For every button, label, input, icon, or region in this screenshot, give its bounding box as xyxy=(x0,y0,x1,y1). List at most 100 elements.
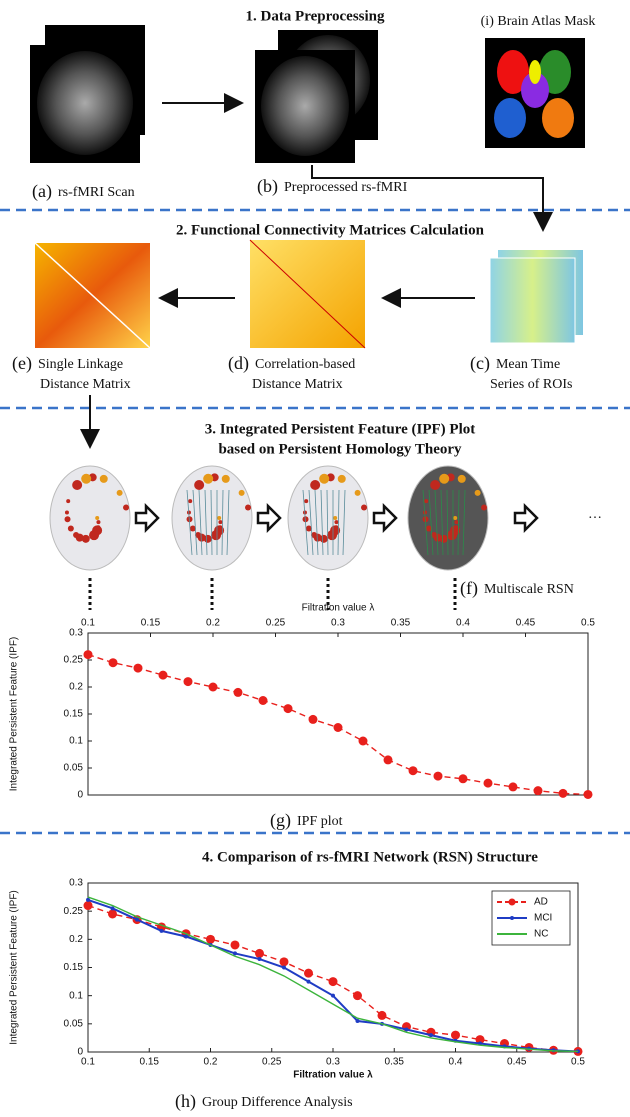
brain-edge xyxy=(457,489,460,556)
panel-text: Correlation-based xyxy=(255,357,355,372)
brain-node xyxy=(333,516,338,520)
panel-text: Distance Matrix xyxy=(40,377,131,392)
data-point xyxy=(377,1010,387,1020)
section-title: 1. Data Preprocessing xyxy=(245,8,385,24)
brain-node xyxy=(457,474,466,483)
brain-node xyxy=(319,534,328,543)
brain-node xyxy=(116,489,123,496)
data-point xyxy=(184,934,188,939)
brain-node xyxy=(95,516,100,520)
brain-node xyxy=(304,499,309,504)
data-point xyxy=(306,979,311,984)
brain-node xyxy=(197,533,206,542)
brain-node xyxy=(96,520,101,525)
brain-node xyxy=(81,473,92,484)
arrow xyxy=(372,502,398,534)
data-point xyxy=(255,948,264,958)
brain-node xyxy=(313,533,322,542)
panel-text: Preprocessed rs-fMRI xyxy=(284,180,408,195)
panel-tag: (f) xyxy=(460,578,478,599)
data-point xyxy=(283,704,293,714)
atlas-region xyxy=(494,98,526,138)
panel-label: (f) Multiscale RSN xyxy=(460,578,574,599)
y-tick-label: 0.2 xyxy=(69,682,83,693)
panel-label: (i) Brain Atlas Mask xyxy=(481,14,596,29)
data-point xyxy=(158,670,168,680)
plot-frame xyxy=(87,632,589,796)
y-tick-label: 0.15 xyxy=(64,709,84,720)
brain-node xyxy=(454,525,459,530)
brain-node xyxy=(72,479,83,490)
y-tick-label: 0.1 xyxy=(69,990,83,1001)
brain-edge xyxy=(204,489,208,556)
data-point xyxy=(206,934,215,944)
brain-edge xyxy=(434,489,439,556)
brain-node xyxy=(424,499,429,504)
brain-node xyxy=(454,520,459,525)
y-tick-label: 0.05 xyxy=(64,763,84,774)
x-axis-label: Filtration value λ xyxy=(302,603,375,614)
brain-node xyxy=(474,489,481,496)
matrix-diagonal xyxy=(34,242,151,349)
brain-node xyxy=(238,489,245,496)
legend-label: MCI xyxy=(534,913,552,924)
panel-tag: (a) xyxy=(32,181,52,202)
brain-node xyxy=(96,525,101,530)
data-point xyxy=(135,917,139,922)
panel-text: Single Linkage xyxy=(38,357,123,372)
data-point xyxy=(583,789,593,799)
brain-node xyxy=(327,530,338,541)
brain-node xyxy=(481,504,488,511)
section-title: 3. Integrated Persistent Feature (IPF) P… xyxy=(205,421,475,437)
data-point xyxy=(230,940,240,950)
arrow xyxy=(256,502,282,534)
panel-label: (b) Preprocessed rs-fMRI xyxy=(257,176,408,197)
data-point xyxy=(282,965,286,970)
legend-label: AD xyxy=(534,897,548,908)
data-point xyxy=(558,788,568,798)
x-tick-label: 0.2 xyxy=(204,1057,218,1068)
brain-outline xyxy=(407,465,489,571)
brain-outline xyxy=(49,465,131,571)
brain-edge xyxy=(210,489,213,556)
data-point xyxy=(108,909,117,919)
y-tick-label: 0.2 xyxy=(69,934,83,945)
x-tick-label: 0.45 xyxy=(516,618,536,629)
brain-node xyxy=(189,525,196,532)
data-point xyxy=(508,782,518,792)
brain-edge xyxy=(198,489,203,556)
panel-text: Series of ROIs xyxy=(490,377,572,392)
data-point xyxy=(328,977,338,987)
brain-node xyxy=(75,533,84,542)
panel-label: (e) Single Linkage xyxy=(12,353,123,374)
y-tick-label: 0.05 xyxy=(64,1018,84,1029)
brain-node xyxy=(123,504,130,511)
brain-node xyxy=(245,504,252,511)
x-tick-label: 0.15 xyxy=(141,618,161,629)
brain-node xyxy=(194,479,205,490)
brain-network-row xyxy=(49,465,539,610)
arrow xyxy=(134,502,160,534)
atlas-region xyxy=(542,98,574,138)
data-point xyxy=(331,993,335,998)
brain-node xyxy=(439,473,450,484)
brain-edge xyxy=(446,489,449,556)
brain-node xyxy=(310,479,321,490)
brain-edge xyxy=(226,489,230,556)
brain-node xyxy=(430,479,441,490)
brain-node xyxy=(433,533,442,542)
data-point xyxy=(451,1030,460,1040)
brain-node xyxy=(319,473,330,484)
data-point xyxy=(333,723,343,732)
data-point xyxy=(304,968,313,978)
brain-edge xyxy=(186,489,193,556)
scan-image xyxy=(37,51,133,155)
section-title: 2. Functional Connectivity Matrices Calc… xyxy=(176,222,485,238)
y-axis-label: Integrated Persistent Feature (IPF) xyxy=(9,890,20,1045)
y-axis-label: Integrated Persistent Feature (IPF) xyxy=(9,637,20,792)
x-tick-label: 0.4 xyxy=(449,1057,463,1068)
legend-marker xyxy=(508,898,516,906)
y-tick-label: 0 xyxy=(77,1047,83,1058)
brain-edge xyxy=(302,489,309,556)
